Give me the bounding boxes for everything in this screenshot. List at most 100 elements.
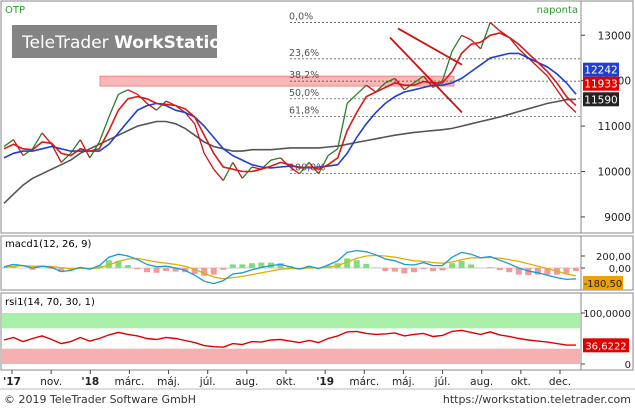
macd-hist-bar [29,268,36,270]
price-segment [32,132,43,150]
website-link[interactable]: https://workstation.teletrader.com [443,393,631,406]
macd-hist-bar [239,264,246,268]
price-segment [356,84,367,95]
price-segment [108,94,119,118]
macd-hist-bar [277,263,284,268]
price-segment [441,50,453,81]
price-segment [566,102,577,113]
fib-level-label: 0,0% [289,12,313,23]
watermark-text: TeleTrader WorkStation [21,33,233,53]
time-tick-label: okt. [276,376,296,388]
macd-hist-bar [144,268,150,273]
price-tick-label: 11000 [598,121,631,133]
price-segment [470,39,482,50]
macd-panel[interactable]: macd1(12, 26, 9) 200,000,00 -180,50 [0,235,634,291]
time-tick-label: aug. [235,376,258,388]
price-badge: 11590 [583,92,619,107]
time-tick-label: márc. [114,376,144,388]
fib-level-label: 23,6% [289,48,319,59]
fib-level-label: 61,8% [289,106,319,117]
price-segment [12,139,24,156]
macd-hist-bar [229,264,236,268]
macd-hist-bar [115,260,122,268]
price-segment [327,148,339,157]
macd-hist-bar [496,268,503,271]
macd-hist-bar [391,268,398,272]
price-badge-label: 11590 [584,94,617,106]
price-badge: 12242 [583,62,619,77]
watermark-box [12,25,217,58]
macd-badge-label: -180,50 [584,279,623,290]
macd-badge-bg [583,276,623,290]
price-segment [489,22,501,32]
price-segment [461,34,472,41]
time-tick-label: máj. [157,376,180,388]
macd-hist-bar [534,268,541,275]
macd-hist-bar [48,268,55,269]
price-segment [203,152,215,170]
price-badge-label: 11933 [584,79,617,91]
macd-hist-bar [10,266,17,268]
price-segment [346,93,358,104]
macd-hist-bar [372,267,379,268]
macd-hist-bar [458,260,465,268]
macd-hist-bar [544,268,551,275]
price-segment [213,168,224,182]
macd-hist-bar [573,268,579,271]
time-tick-label: okt. [511,376,531,388]
price-segment [413,75,424,84]
price-badge-bg [583,62,619,77]
macd-hist-bar [210,268,217,275]
price-segment [537,66,548,77]
time-tick-label: máj. [392,376,415,388]
rsi-tick-label: 100,0000 [583,309,631,320]
price-badge: 11933 [583,76,619,91]
price-segment [385,77,396,84]
macd-hist-bar [439,268,446,271]
price-panel[interactable]: TeleTrader WorkStation OTP naponta 0,0% 2… [0,0,634,234]
price-segment [98,116,110,143]
price-badge-label: 12242 [584,65,617,77]
price-badge-bg [583,76,619,91]
interval-label: naponta [537,5,578,16]
rsi-badge-bg [583,338,629,353]
macd-hist-bar [172,268,179,272]
macd-hist-bar [306,266,313,268]
macd-hist-bar [96,265,103,268]
time-axis[interactable]: '17 nov. '18 márc. máj. júl. aug. okt. '19 márc. m… [3,370,571,388]
macd-tick-label: 0,00 [609,264,631,275]
price-segment [365,84,377,93]
time-tick-label: júl. [199,376,216,388]
price-segment [137,93,148,104]
time-tick-label: nov. [40,376,62,388]
ma-mid-line [3,52,577,169]
macd-hist-bar [363,263,370,268]
macd-tick-label: 200,00 [596,252,631,263]
trend-line-upper[interactable] [397,27,463,66]
rsi-oversold-zone [2,348,580,364]
time-tick-label: '17 [3,376,21,388]
price-segment [480,22,491,50]
price-segment [222,162,234,181]
price-segment [556,89,568,104]
time-tick-label: júl. [434,376,451,388]
price-segment [118,89,129,95]
price-segment [270,157,281,161]
macd-hist-bar [430,268,436,271]
macd-hist-bar [515,268,522,275]
trend-line-lower[interactable] [389,36,463,114]
macd-plot-frame [0,235,582,291]
rsi-panel[interactable]: rsi1(14, 70, 30, 1) 100,0000 0 36,6222 [0,292,634,371]
ma-short-line [3,32,577,173]
time-tick-label: dec. [549,376,571,388]
macd-hist-bar [201,268,208,276]
macd-hist-bar [134,268,141,270]
price-tick-label: 13000 [598,30,631,42]
price-badge-bg [583,92,619,107]
macd-hist-bar [353,260,360,268]
price-segment [432,80,443,89]
macd-hist-bar [191,268,198,274]
price-segment [289,166,300,175]
macd-hist-bar [449,263,456,268]
